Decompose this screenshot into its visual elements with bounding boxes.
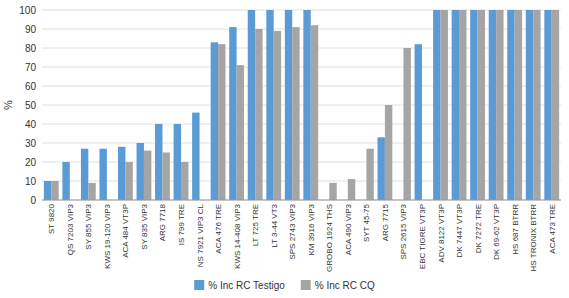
bar [274, 31, 281, 200]
bar [329, 183, 336, 200]
bar [51, 181, 58, 200]
grid-line [42, 200, 561, 201]
bar [377, 137, 384, 200]
x-tick-label: ARG 7718 [158, 203, 167, 241]
y-tick-label: 100 [19, 5, 36, 16]
legend-label: % Inc RC CQ [315, 280, 375, 291]
bar [452, 10, 459, 200]
bars [44, 10, 559, 200]
bar [459, 10, 466, 200]
bar [285, 10, 292, 200]
bar [441, 10, 448, 200]
y-axis-label: % [2, 100, 14, 110]
legend: % Inc RC Testigo % Inc RC CQ [194, 280, 375, 291]
y-tick-label: 80 [25, 43, 37, 54]
x-tick-label: EBC TIGRE VT3P [418, 204, 427, 269]
bar [470, 10, 477, 200]
bar [403, 48, 410, 200]
bar [218, 44, 225, 200]
bar [303, 10, 310, 200]
bar [62, 162, 69, 200]
x-tick-label: SY 855 VIP3 [84, 203, 93, 249]
bar [162, 153, 169, 201]
bar [81, 149, 88, 200]
bar [99, 149, 106, 200]
x-tick-label: ACA 490 VIP3 [344, 203, 353, 255]
bar [348, 179, 355, 200]
x-tick-label: HS TRONIX BTRR [529, 204, 538, 272]
x-tick-label: LT 725 TRE [251, 204, 260, 246]
y-tick-label: 30 [25, 138, 37, 149]
legend-swatch [194, 280, 204, 290]
bar [237, 65, 244, 200]
grid [42, 10, 561, 200]
y-tick-label: 40 [25, 119, 37, 130]
y-tick-label: 10 [25, 176, 37, 187]
x-tick-label: SYT 45-75 [362, 203, 371, 242]
x-tick-label: KWS 14-408 VIP3 [233, 203, 242, 268]
x-tick-label: ACA 484 VT3P [121, 204, 130, 258]
x-tick-label: LT 3-44 VT3 [270, 203, 279, 247]
x-axis-line [42, 200, 561, 201]
y-tick-label: 50 [25, 100, 37, 111]
x-tick-label: ST 9820 [47, 203, 56, 234]
bar [255, 29, 262, 200]
bar [366, 149, 373, 200]
x-tick-label: SPS 2743 VIP3 [288, 203, 297, 259]
bar [311, 25, 318, 200]
bar [478, 10, 485, 200]
x-tick-label: GROBO 1924 THS [325, 204, 334, 272]
x-tick-label: HS 687 BTRR [511, 204, 520, 255]
bar [155, 124, 162, 200]
x-tick-label: KWS 19-120 VIP3 [103, 203, 112, 268]
x-tick-label: NS 7921 VIP3 CL [196, 203, 205, 267]
bar [544, 10, 551, 200]
bar [137, 143, 144, 200]
bar [88, 183, 95, 200]
bar [125, 162, 132, 200]
bar [496, 10, 503, 200]
bar [144, 151, 151, 200]
bar [266, 10, 273, 200]
bar [44, 181, 51, 200]
y-tick-label: 0 [30, 195, 36, 206]
y-tick-label: 70 [25, 62, 37, 73]
bar [489, 10, 496, 200]
bar [248, 10, 255, 200]
bar [174, 124, 181, 200]
x-tick-label: SPS 2615 VIP3 [399, 203, 408, 259]
bar [181, 162, 188, 200]
y-tick-label: 90 [25, 24, 37, 35]
x-tick-label: DK 69-62 VT3P [492, 204, 501, 260]
x-tick-label: ADV 8122 VT3P [437, 204, 446, 263]
legend-swatch [301, 280, 311, 290]
bar [192, 113, 199, 200]
x-tick-label: ACA 476 TRE [214, 204, 223, 254]
x-tick-label: DK 7447 VT3P [455, 204, 464, 257]
x-tick-label: ACA 473 TRE [548, 204, 557, 254]
legend-label: % Inc RC Testigo [208, 280, 285, 291]
bar [385, 105, 392, 200]
y-tick-label: 60 [25, 81, 37, 92]
x-tick-label: KM 3916 VIP3 [307, 203, 316, 255]
bar [515, 10, 522, 200]
x-tick-label: IS 799 TRE [177, 204, 186, 245]
bar [533, 10, 540, 200]
x-tick-label: ARG 7715 [381, 203, 390, 241]
bar [211, 42, 218, 200]
x-tick-label: QS 7203 VIP3 [66, 203, 75, 255]
bar [292, 27, 299, 200]
x-tick-label: DK 7272 TRE [474, 204, 483, 253]
bar [433, 10, 440, 200]
bar [229, 27, 236, 200]
bar [552, 10, 559, 200]
bar [507, 10, 514, 200]
bar [526, 10, 533, 200]
bar [118, 147, 125, 200]
x-tick-label: SY 835 VIP3 [140, 203, 149, 249]
y-tick-label: 20 [25, 157, 37, 168]
bar [415, 44, 422, 200]
chart: 0 10 20 30 40 50 60 70 80 90 100% ST 9820 QS 7203 VI… [0, 0, 569, 298]
